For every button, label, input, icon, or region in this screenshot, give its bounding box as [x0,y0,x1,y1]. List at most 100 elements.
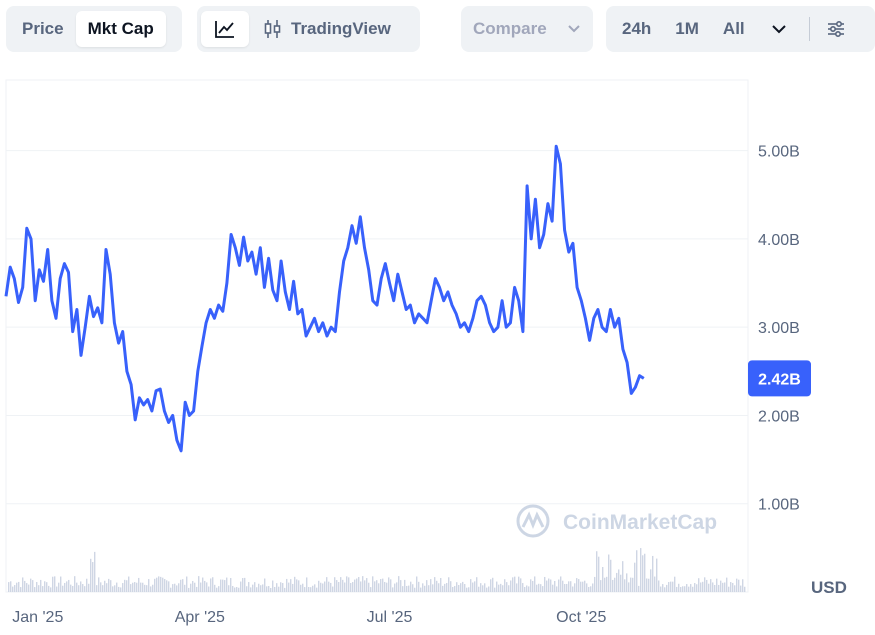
volume-bar [564,583,566,592]
volume-bar [8,582,10,592]
volume-bar [690,584,692,592]
volume-bar [408,585,410,592]
volume-bar [678,583,680,592]
volume-bar [420,587,422,592]
volume-bar [44,581,46,592]
compare-dropdown[interactable]: Compare [461,6,593,52]
volume-bar [742,579,744,592]
volume-bar [392,587,394,592]
volume-bar [718,584,720,592]
volume-bar [288,582,290,592]
volume-bar [352,582,354,592]
volume-bar [66,581,68,592]
range-24h[interactable]: 24h [622,19,652,38]
volume-bar [394,583,396,592]
volume-bar [210,578,212,592]
volume-bar [676,586,678,592]
volume-bar [356,578,358,592]
line-chart-button[interactable] [201,11,249,47]
volume-bar [438,583,440,592]
volume-bar [550,579,552,592]
volume-bar [354,579,356,592]
range-all[interactable]: All [722,19,745,38]
volume-bar [440,578,442,592]
volume-bar [488,586,490,592]
volume-bar [310,587,312,592]
volume-bar [532,580,534,592]
volume-bar [432,584,434,592]
volume-bar [544,576,546,592]
volume-bar [316,587,318,592]
volume-bar [546,580,548,592]
volume-bar [556,586,558,592]
range-more-button[interactable] [757,11,801,47]
tab-mkt-cap[interactable]: Mkt Cap [75,11,166,47]
x-tick-label: Jul '25 [367,609,413,626]
volume-bar [442,585,444,592]
volume-bar [158,576,160,592]
volume-bar [584,580,586,592]
volume-bar [608,554,610,592]
volume-bar [706,579,708,592]
volume-bar [478,586,480,592]
chart-canvas[interactable]: CoinMarketCap 1.00B2.00B3.00B4.00B5.00B … [0,60,875,635]
volume-bar [326,577,328,592]
volume-bar [182,579,184,592]
volume-bar [578,579,580,592]
volume-bar [298,580,300,592]
market-cap-chart[interactable]: CoinMarketCap 1.00B 2.00B 3.00B 4.00B 5.00B … [0,60,875,635]
y-tick-label: 3.00B [758,320,800,337]
chart-settings-button[interactable] [818,11,854,47]
volume-bar [714,584,716,592]
volume-bar [188,587,190,592]
volume-bar [508,585,510,592]
volume-bar [304,587,306,592]
volume-bar [694,583,696,592]
volume-bar [170,587,172,592]
volume-bar [138,577,140,592]
volume-bar [730,582,732,592]
volume-bar [458,584,460,592]
volume-bar [340,577,342,592]
volume-bar [740,585,742,592]
volume-bar [534,576,536,592]
range-1m[interactable]: 1M [675,19,699,38]
volume-bar [26,583,28,592]
volume-bar [194,582,196,592]
volume-bar [526,585,528,592]
tab-price[interactable]: Price [22,19,64,38]
volume-bar [480,583,482,592]
volume-bar [136,582,138,592]
volume-bar [606,576,608,592]
volume-bar [156,577,158,592]
volume-bar [274,586,276,592]
volume-bar [410,581,412,592]
volume-bar [252,584,254,592]
volume-bar [454,586,456,592]
volume-bar [116,582,118,592]
metric-toggle: Price Mkt Cap [6,6,182,52]
volume-bar [662,584,664,592]
volume-bar [524,586,526,592]
current-value-badge: 2.42B [748,360,811,397]
tradingview-button[interactable]: TradingView [249,11,403,47]
volume-bar [360,581,362,592]
volume-bar [58,582,60,592]
volume-bar [602,567,604,592]
volume-bar [412,584,414,592]
volume-bar [586,583,588,592]
volume-bar [386,582,388,592]
candlestick-icon [264,20,281,38]
volume-bar [708,583,710,592]
volume-bar [434,577,436,592]
volume-bar [568,581,570,592]
volume-bar [242,578,244,592]
volume-bar [90,558,92,592]
volume-bar [734,585,736,592]
volume-bar [416,576,418,592]
x-tick-label: Jan '25 [12,609,63,626]
volume-bar [318,580,320,592]
volume-bar [168,581,170,592]
volume-bar [186,576,188,592]
volume-bar [436,580,438,592]
